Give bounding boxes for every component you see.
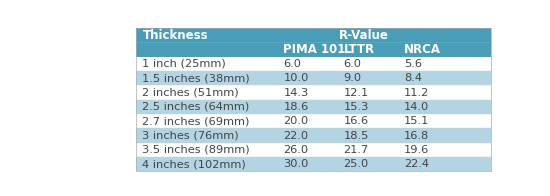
Text: 4 inches (102mm): 4 inches (102mm) (142, 159, 246, 169)
Bar (136, 157, 491, 172)
Text: 19.6: 19.6 (404, 145, 429, 155)
Text: 2 inches (51mm): 2 inches (51mm) (142, 88, 239, 98)
Text: 20.0: 20.0 (283, 116, 309, 126)
Text: 16.8: 16.8 (404, 131, 429, 141)
Bar (136, 85, 491, 100)
Text: 18.6: 18.6 (283, 102, 309, 112)
Text: 10.0: 10.0 (283, 73, 309, 83)
Bar (136, 71, 491, 85)
Bar (136, 143, 491, 157)
Bar (136, 114, 491, 128)
Bar (136, 128, 491, 143)
Text: 3.5 inches (89mm): 3.5 inches (89mm) (142, 145, 250, 155)
Text: 11.2: 11.2 (404, 88, 429, 98)
Text: 14.0: 14.0 (404, 102, 429, 112)
Text: 9.0: 9.0 (344, 73, 362, 83)
Text: 22.4: 22.4 (404, 159, 429, 169)
Text: 22.0: 22.0 (283, 131, 309, 141)
Bar (136, 100, 491, 114)
Text: 16.6: 16.6 (344, 116, 368, 126)
Text: Thickness: Thickness (142, 29, 208, 42)
Text: 6.0: 6.0 (344, 59, 361, 69)
Text: PIMA 101: PIMA 101 (283, 43, 345, 56)
Bar (136, 57, 491, 71)
Text: 8.4: 8.4 (404, 73, 422, 83)
Bar (136, 28, 491, 57)
Text: 26.0: 26.0 (283, 145, 309, 155)
Text: 25.0: 25.0 (344, 159, 369, 169)
Bar (136, 28, 491, 172)
Text: 15.1: 15.1 (404, 116, 429, 126)
Text: 6.0: 6.0 (283, 59, 301, 69)
Text: 30.0: 30.0 (283, 159, 309, 169)
Text: LTTR: LTTR (344, 43, 375, 56)
Text: R-Value: R-Value (339, 29, 389, 42)
Text: 2.7 inches (69mm): 2.7 inches (69mm) (142, 116, 250, 126)
Text: 3 inches (76mm): 3 inches (76mm) (142, 131, 239, 141)
Text: 1.5 inches (38mm): 1.5 inches (38mm) (142, 73, 250, 83)
Text: 18.5: 18.5 (344, 131, 369, 141)
Text: 14.3: 14.3 (283, 88, 309, 98)
Text: 21.7: 21.7 (344, 145, 369, 155)
Text: 5.6: 5.6 (404, 59, 422, 69)
Text: 15.3: 15.3 (344, 102, 369, 112)
Text: NRCA: NRCA (404, 43, 441, 56)
Text: 2.5 inches (64mm): 2.5 inches (64mm) (142, 102, 250, 112)
Text: 1 inch (25mm): 1 inch (25mm) (142, 59, 226, 69)
Text: 12.1: 12.1 (344, 88, 369, 98)
